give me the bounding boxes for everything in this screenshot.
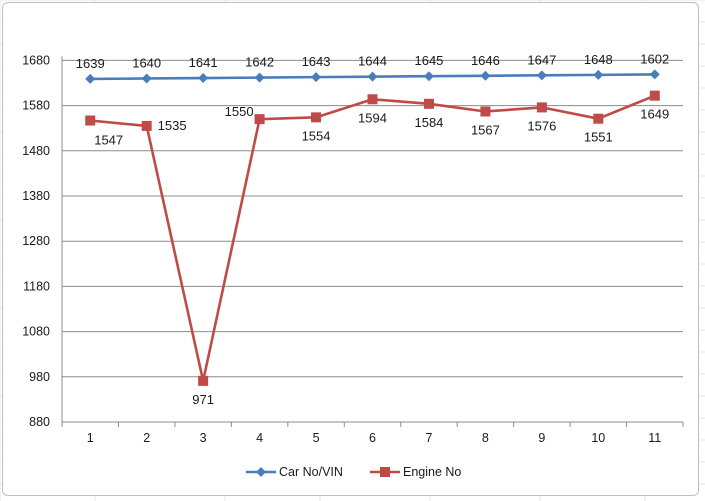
x-tick-label: 10 — [591, 431, 605, 445]
data-label: 1644 — [358, 54, 387, 69]
data-label: 1554 — [302, 128, 331, 143]
car-vin-point-marker — [649, 69, 660, 80]
chart-area[interactable] — [2, 2, 699, 496]
engine-no-point-marker — [198, 375, 209, 386]
data-label: 1642 — [245, 55, 274, 70]
x-tick-label: 2 — [143, 431, 150, 445]
data-labels: 1639 1640 1641 1642 1643 1644 1645 1646 1647 1648… — [76, 51, 669, 406]
data-label: 1576 — [527, 118, 556, 133]
x-tick-label: 7 — [425, 431, 432, 445]
data-label: 1649 — [640, 107, 669, 122]
car-vin-point-marker — [536, 70, 547, 81]
engine-no-point-marker — [649, 90, 660, 101]
horizontal-gridlines — [62, 59, 683, 378]
x-tick-label: 5 — [313, 431, 320, 445]
legend-item-car-vin[interactable]: Car No/VIN — [246, 465, 343, 479]
data-label: 1551 — [584, 130, 613, 145]
x-tick-label: 9 — [538, 431, 545, 445]
car-vin-point-marker — [480, 70, 491, 81]
series-layer — [85, 69, 660, 386]
engine-no-point-marker — [311, 112, 322, 123]
car-vin-point-marker — [254, 72, 265, 83]
legend-item-engine-no[interactable]: Engine No — [370, 465, 461, 479]
y-tick-label: 1180 — [23, 279, 50, 293]
y-tick-label: 1380 — [22, 189, 50, 203]
y-tick-label: 980 — [29, 370, 50, 384]
data-label: 1639 — [76, 56, 105, 71]
data-label: 1547 — [94, 133, 123, 148]
engine-no-point-marker — [85, 115, 96, 126]
y-axis-tick-labels: 880 980 1080 1180 1280 1380 1480 1580 1680 — [22, 53, 50, 429]
x-tick-label: 4 — [256, 431, 263, 445]
car-vin-point-marker — [423, 71, 434, 82]
engine-no-point-marker — [367, 94, 378, 105]
x-tick-label: 11 — [648, 431, 661, 445]
data-label: 1640 — [132, 55, 161, 70]
engine-no-point-marker — [141, 120, 152, 131]
legend[interactable]: Car No/VIN Engine No — [246, 465, 461, 479]
engine-no-series-line — [90, 94, 656, 383]
engine-no-point-marker — [423, 98, 434, 109]
y-tick-label: 1280 — [22, 234, 50, 248]
x-tick-label: 1 — [87, 431, 94, 445]
axes — [61, 56, 684, 427]
data-label: 1594 — [358, 110, 387, 125]
data-label: 1646 — [471, 53, 500, 68]
y-tick-label: 880 — [29, 415, 50, 429]
data-label: 1550 — [225, 104, 254, 119]
legend-label: Engine No — [403, 465, 461, 479]
car-vin-point-marker — [311, 72, 322, 83]
data-label: 1643 — [302, 54, 331, 69]
data-label: 1647 — [527, 52, 556, 67]
x-tick-label: 3 — [200, 431, 207, 445]
legend-label: Car No/VIN — [279, 465, 343, 479]
x-axis-tick-labels: 1 2 3 4 5 6 7 8 9 10 11 — [87, 431, 662, 445]
engine-no-point-marker — [593, 113, 604, 124]
data-label: 1602 — [640, 51, 669, 66]
car-vin-point-marker — [367, 71, 378, 82]
data-label: 1567 — [471, 122, 500, 137]
data-label: 971 — [192, 392, 214, 407]
legend-diamond-marker — [256, 467, 266, 477]
data-label: 1584 — [414, 115, 443, 130]
data-label: 1535 — [158, 118, 187, 133]
engine-no-point-marker — [480, 106, 491, 117]
data-label: 1641 — [189, 55, 218, 70]
legend-square-marker — [380, 467, 390, 477]
y-tick-label: 1080 — [22, 325, 50, 339]
y-tick-label: 1480 — [22, 144, 50, 158]
car-vin-point-marker — [593, 69, 604, 80]
y-tick-label: 1580 — [22, 99, 50, 113]
x-tick-label: 8 — [482, 431, 489, 445]
y-tick-label: 1680 — [22, 53, 50, 67]
car-vin-point-marker — [141, 73, 152, 84]
engine-no-point-marker — [536, 102, 547, 113]
x-tick-label: 6 — [369, 431, 376, 445]
data-label: 1645 — [414, 53, 443, 68]
data-label: 1648 — [584, 52, 613, 67]
car-vin-point-marker — [198, 73, 209, 84]
car-vin-point-marker — [85, 73, 96, 84]
engine-no-point-marker — [254, 114, 265, 125]
